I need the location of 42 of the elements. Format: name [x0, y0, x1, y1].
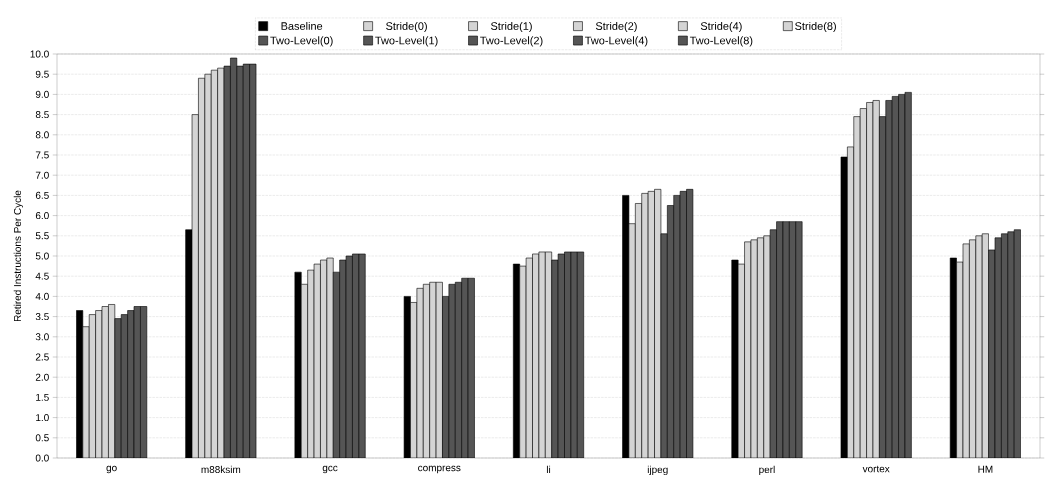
y-tick-label: 7.5 — [35, 151, 49, 159]
legend-label: Baseline — [281, 21, 323, 30]
legend-label: Two-Level(0) — [270, 36, 333, 47]
y-tick-label: 5.5 — [35, 232, 49, 240]
x-tick-label: perl — [759, 465, 775, 476]
y-tick-label: 3.0 — [35, 333, 49, 341]
x-tick-label: HM — [978, 465, 993, 473]
y-tick-label: 6.5 — [35, 191, 49, 199]
y-tick-label: 2.5 — [35, 353, 49, 361]
x-tick-label: vortex — [862, 465, 890, 473]
legend-label: Two-Level(4) — [585, 36, 648, 47]
legend-label: Two-Level(8) — [689, 36, 753, 47]
x-tick-label: ijpeg — [647, 465, 668, 476]
y-axis-title: Retired Instructions Per Cycle — [13, 190, 23, 322]
y-tick-label: 0.5 — [35, 434, 49, 442]
y-tick-label: 1.0 — [36, 414, 49, 422]
y-tick-label: 3.5 — [35, 313, 49, 321]
legend-label: Stride(2) — [595, 21, 637, 33]
x-tick-label: li — [546, 465, 551, 473]
legend-label: Two-Level(2) — [480, 36, 543, 47]
legend-label: Stride(0) — [386, 21, 427, 33]
legend-label: Stride(4) — [700, 21, 742, 33]
legend-label: Stride(1) — [490, 21, 532, 33]
y-tick-label: 4.0 — [35, 292, 49, 300]
y-tick-label: 1.5 — [36, 393, 49, 401]
y-tick-label: 8.5 — [35, 111, 49, 119]
y-tick-label: 10.0 — [30, 50, 49, 58]
y-tick-label: 2.0 — [35, 373, 49, 381]
x-tick-label: go — [106, 465, 117, 474]
y-tick-label: 0.0 — [35, 454, 49, 462]
y-tick-label: 5.0 — [35, 252, 49, 260]
x-tick-label: gcc — [322, 465, 338, 474]
y-tick-label: 8.0 — [35, 131, 49, 139]
legend-label: Two-Level(1) — [375, 36, 438, 47]
x-tick-label: compress — [418, 465, 461, 474]
y-tick-label: 9.5 — [35, 70, 49, 78]
y-tick-label: 4.5 — [35, 272, 49, 280]
y-tick-label: 9.0 — [35, 90, 49, 98]
legend-label: Stride(8) — [795, 21, 836, 33]
y-tick-label: 7.0 — [35, 171, 49, 179]
y-tick-label: 6.0 — [35, 212, 49, 220]
x-tick-label: m88ksim — [201, 465, 241, 474]
